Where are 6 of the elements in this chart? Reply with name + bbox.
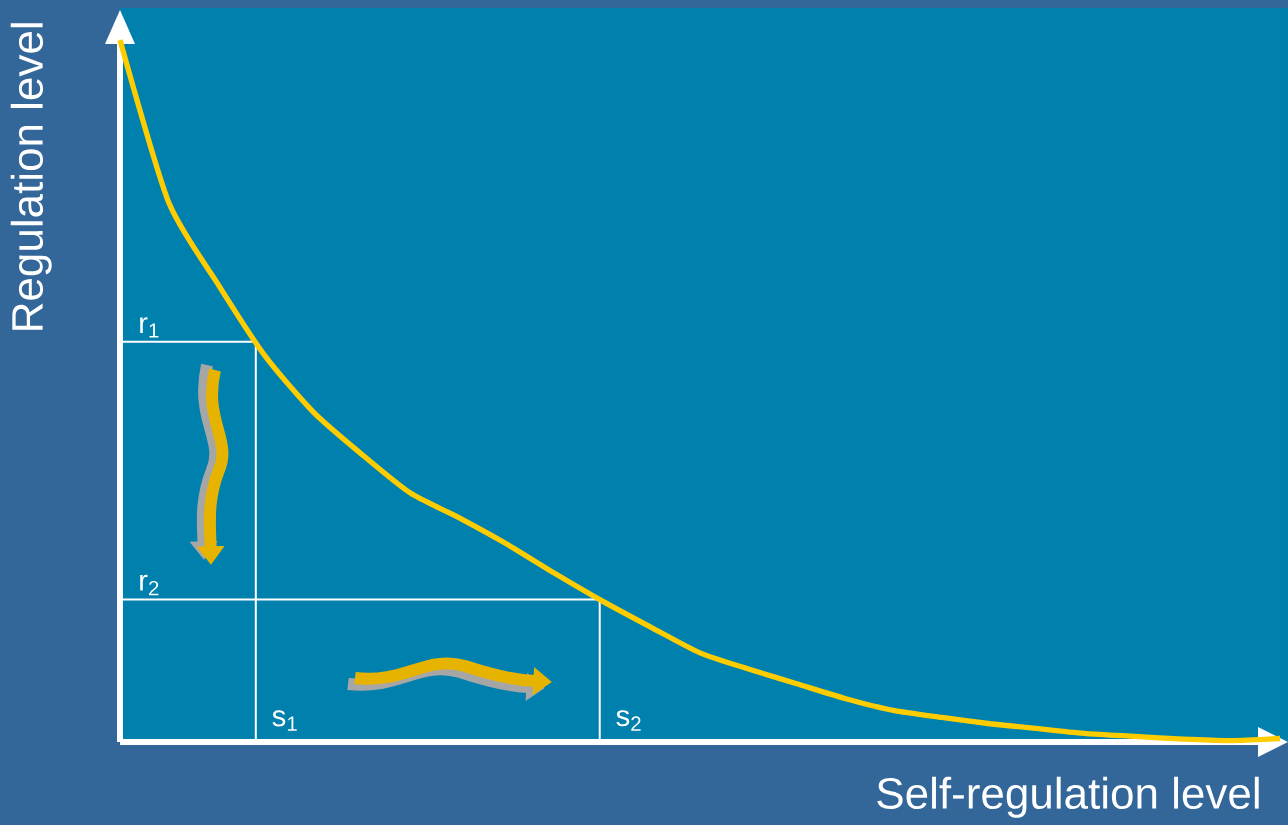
- ref-line-label: r$_{2}$: [140, 574, 159, 596]
- x-axis-title: Self-regulation level: [877, 776, 1259, 818]
- ref-line-label: r$_{1}$: [140, 317, 159, 338]
- y-axis-title: Regulation level: [10, 23, 52, 330]
- annotation: s$_{1}$: [272, 710, 297, 731]
- annotation: s$_{2}$: [616, 710, 641, 731]
